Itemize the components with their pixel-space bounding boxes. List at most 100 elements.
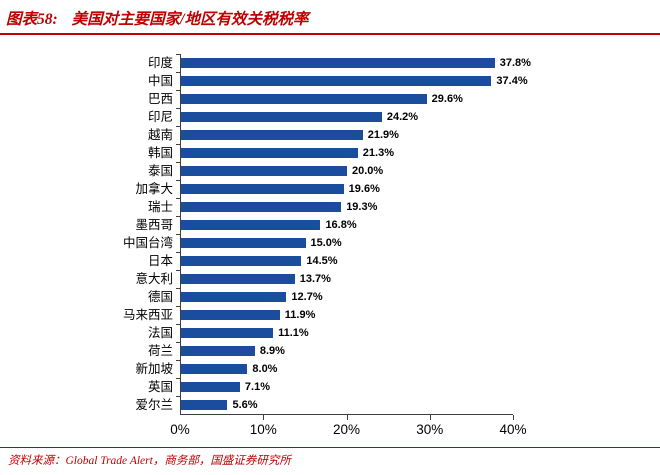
value-label: 37.4% xyxy=(496,75,528,87)
value-label: 7.1% xyxy=(244,381,270,393)
bar-row: 法国 11.1% xyxy=(0,323,660,342)
value-label: 11.9% xyxy=(284,309,316,321)
bar-track: 37.4% xyxy=(175,71,528,90)
category-label: 韩国 xyxy=(147,146,173,160)
category-label: 印度 xyxy=(147,56,173,70)
bar-row: 中国 37.4% xyxy=(0,71,660,90)
bar xyxy=(181,58,495,68)
bar-track: 8.9% xyxy=(175,341,513,360)
bar xyxy=(181,76,492,86)
bar-row: 新加坡 8.0% xyxy=(0,359,660,378)
category-label: 日本 xyxy=(147,254,173,268)
category-label: 巴西 xyxy=(147,92,173,106)
source-note: 资料来源：Global Trade Alert，商务部，国盛证券研究所 xyxy=(0,447,660,468)
bar-row: 荷兰 8.9% xyxy=(0,341,660,360)
x-axis-tick xyxy=(429,415,431,420)
bar xyxy=(181,292,287,302)
figure-title: 美国对主要国家/地区有效关税税率 xyxy=(71,11,309,28)
bar-row: 意大利 13.7% xyxy=(0,269,660,288)
bar-row: 巴西 29.6% xyxy=(0,89,660,108)
bar-row: 爱尔兰 5.6% xyxy=(0,395,660,414)
bar-track: 11.9% xyxy=(175,305,513,324)
value-label: 20.0% xyxy=(352,165,384,177)
bar-track: 12.7% xyxy=(175,287,513,306)
bar-row: 马来西亚 11.9% xyxy=(0,305,660,324)
value-label: 24.2% xyxy=(386,111,419,123)
value-label: 19.3% xyxy=(346,201,378,213)
bar xyxy=(181,238,306,248)
category-label: 法国 xyxy=(147,326,173,340)
x-axis-tick xyxy=(263,415,265,420)
x-axis-label: 20% xyxy=(332,422,361,437)
bar-track: 21.9% xyxy=(175,125,513,144)
bar xyxy=(181,166,347,176)
x-axis-tick xyxy=(513,415,514,420)
category-label: 中国 xyxy=(147,74,173,88)
bar xyxy=(181,202,342,212)
category-label: 瑞士 xyxy=(147,200,173,214)
bar-row: 德国 12.7% xyxy=(0,287,660,306)
category-label: 越南 xyxy=(147,128,173,142)
category-label: 荷兰 xyxy=(147,344,173,358)
value-label: 16.8% xyxy=(325,219,357,231)
value-label: 12.7% xyxy=(291,291,323,303)
bar-row: 越南 21.9% xyxy=(0,125,660,144)
value-label: 5.6% xyxy=(232,399,258,411)
bar xyxy=(181,328,274,338)
bar-track: 5.6% xyxy=(175,395,513,414)
bar-track: 20.0% xyxy=(175,161,513,180)
bar-row: 中国台湾 15.0% xyxy=(0,233,660,252)
bar-track: 13.7% xyxy=(175,269,513,288)
bar-row: 英国 7.1% xyxy=(0,377,660,396)
bar xyxy=(181,94,427,104)
category-label: 泰国 xyxy=(147,164,173,178)
bar xyxy=(181,112,382,122)
bar-row: 泰国 20.0% xyxy=(0,161,660,180)
bar-row: 加拿大 19.6% xyxy=(0,179,660,198)
bar-track: 19.6% xyxy=(175,179,513,198)
bar xyxy=(181,400,228,410)
source-text: 资料来源：Global Trade Alert，商务部，国盛证券研究所 xyxy=(8,455,291,467)
category-label: 爱尔兰 xyxy=(135,398,173,412)
bar-row: 韩国 21.3% xyxy=(0,143,660,162)
category-label: 意大利 xyxy=(135,272,173,286)
category-label: 墨西哥 xyxy=(135,218,173,232)
bar-track: 8.0% xyxy=(175,359,513,378)
bar xyxy=(181,130,363,140)
bar xyxy=(181,148,358,158)
category-label: 马来西亚 xyxy=(122,308,173,322)
figure-header: 图表58: 美国对主要国家/地区有效关税税率 xyxy=(0,0,660,33)
value-label: 8.9% xyxy=(259,345,285,357)
bar-track: 19.3% xyxy=(175,197,513,216)
figure-number: 图表58: xyxy=(6,11,58,28)
bar-track: 29.6% xyxy=(175,89,513,108)
category-label: 中国台湾 xyxy=(122,236,173,250)
value-label: 14.5% xyxy=(306,255,338,267)
value-label: 21.3% xyxy=(362,147,394,159)
bar-row: 印度 37.8% xyxy=(0,53,660,72)
bar-track: 37.8% xyxy=(175,53,531,72)
x-axis-label: 30% xyxy=(416,422,444,437)
bar-track: 21.3% xyxy=(175,143,513,162)
value-label: 21.9% xyxy=(367,129,399,141)
bar-track: 16.8% xyxy=(175,215,513,234)
bar-track: 14.5% xyxy=(175,251,513,270)
bar-row: 印尼 24.2% xyxy=(0,107,660,126)
value-label: 13.7% xyxy=(299,273,331,285)
value-label: 8.0% xyxy=(252,363,278,375)
x-axis-tick xyxy=(346,415,348,420)
bar xyxy=(181,346,255,356)
value-label: 19.6% xyxy=(348,183,380,195)
bar-track: 7.1% xyxy=(175,377,513,396)
bar-row: 瑞士 19.3% xyxy=(0,197,660,216)
title-divider xyxy=(0,33,660,35)
category-label: 加拿大 xyxy=(135,182,173,196)
bar-row: 日本 14.5% xyxy=(0,251,660,270)
bar-track: 24.2% xyxy=(175,107,513,126)
bar xyxy=(181,184,344,194)
chart-rows: 印度 37.8% 中国 37.4% 巴西 29.6% 印尼 24.2% 越南 2… xyxy=(0,53,660,414)
tariff-bar-chart: 印度 37.8% 中国 37.4% 巴西 29.6% 印尼 24.2% 越南 2… xyxy=(0,53,660,448)
value-label: 29.6% xyxy=(431,93,463,105)
bar xyxy=(181,256,302,266)
